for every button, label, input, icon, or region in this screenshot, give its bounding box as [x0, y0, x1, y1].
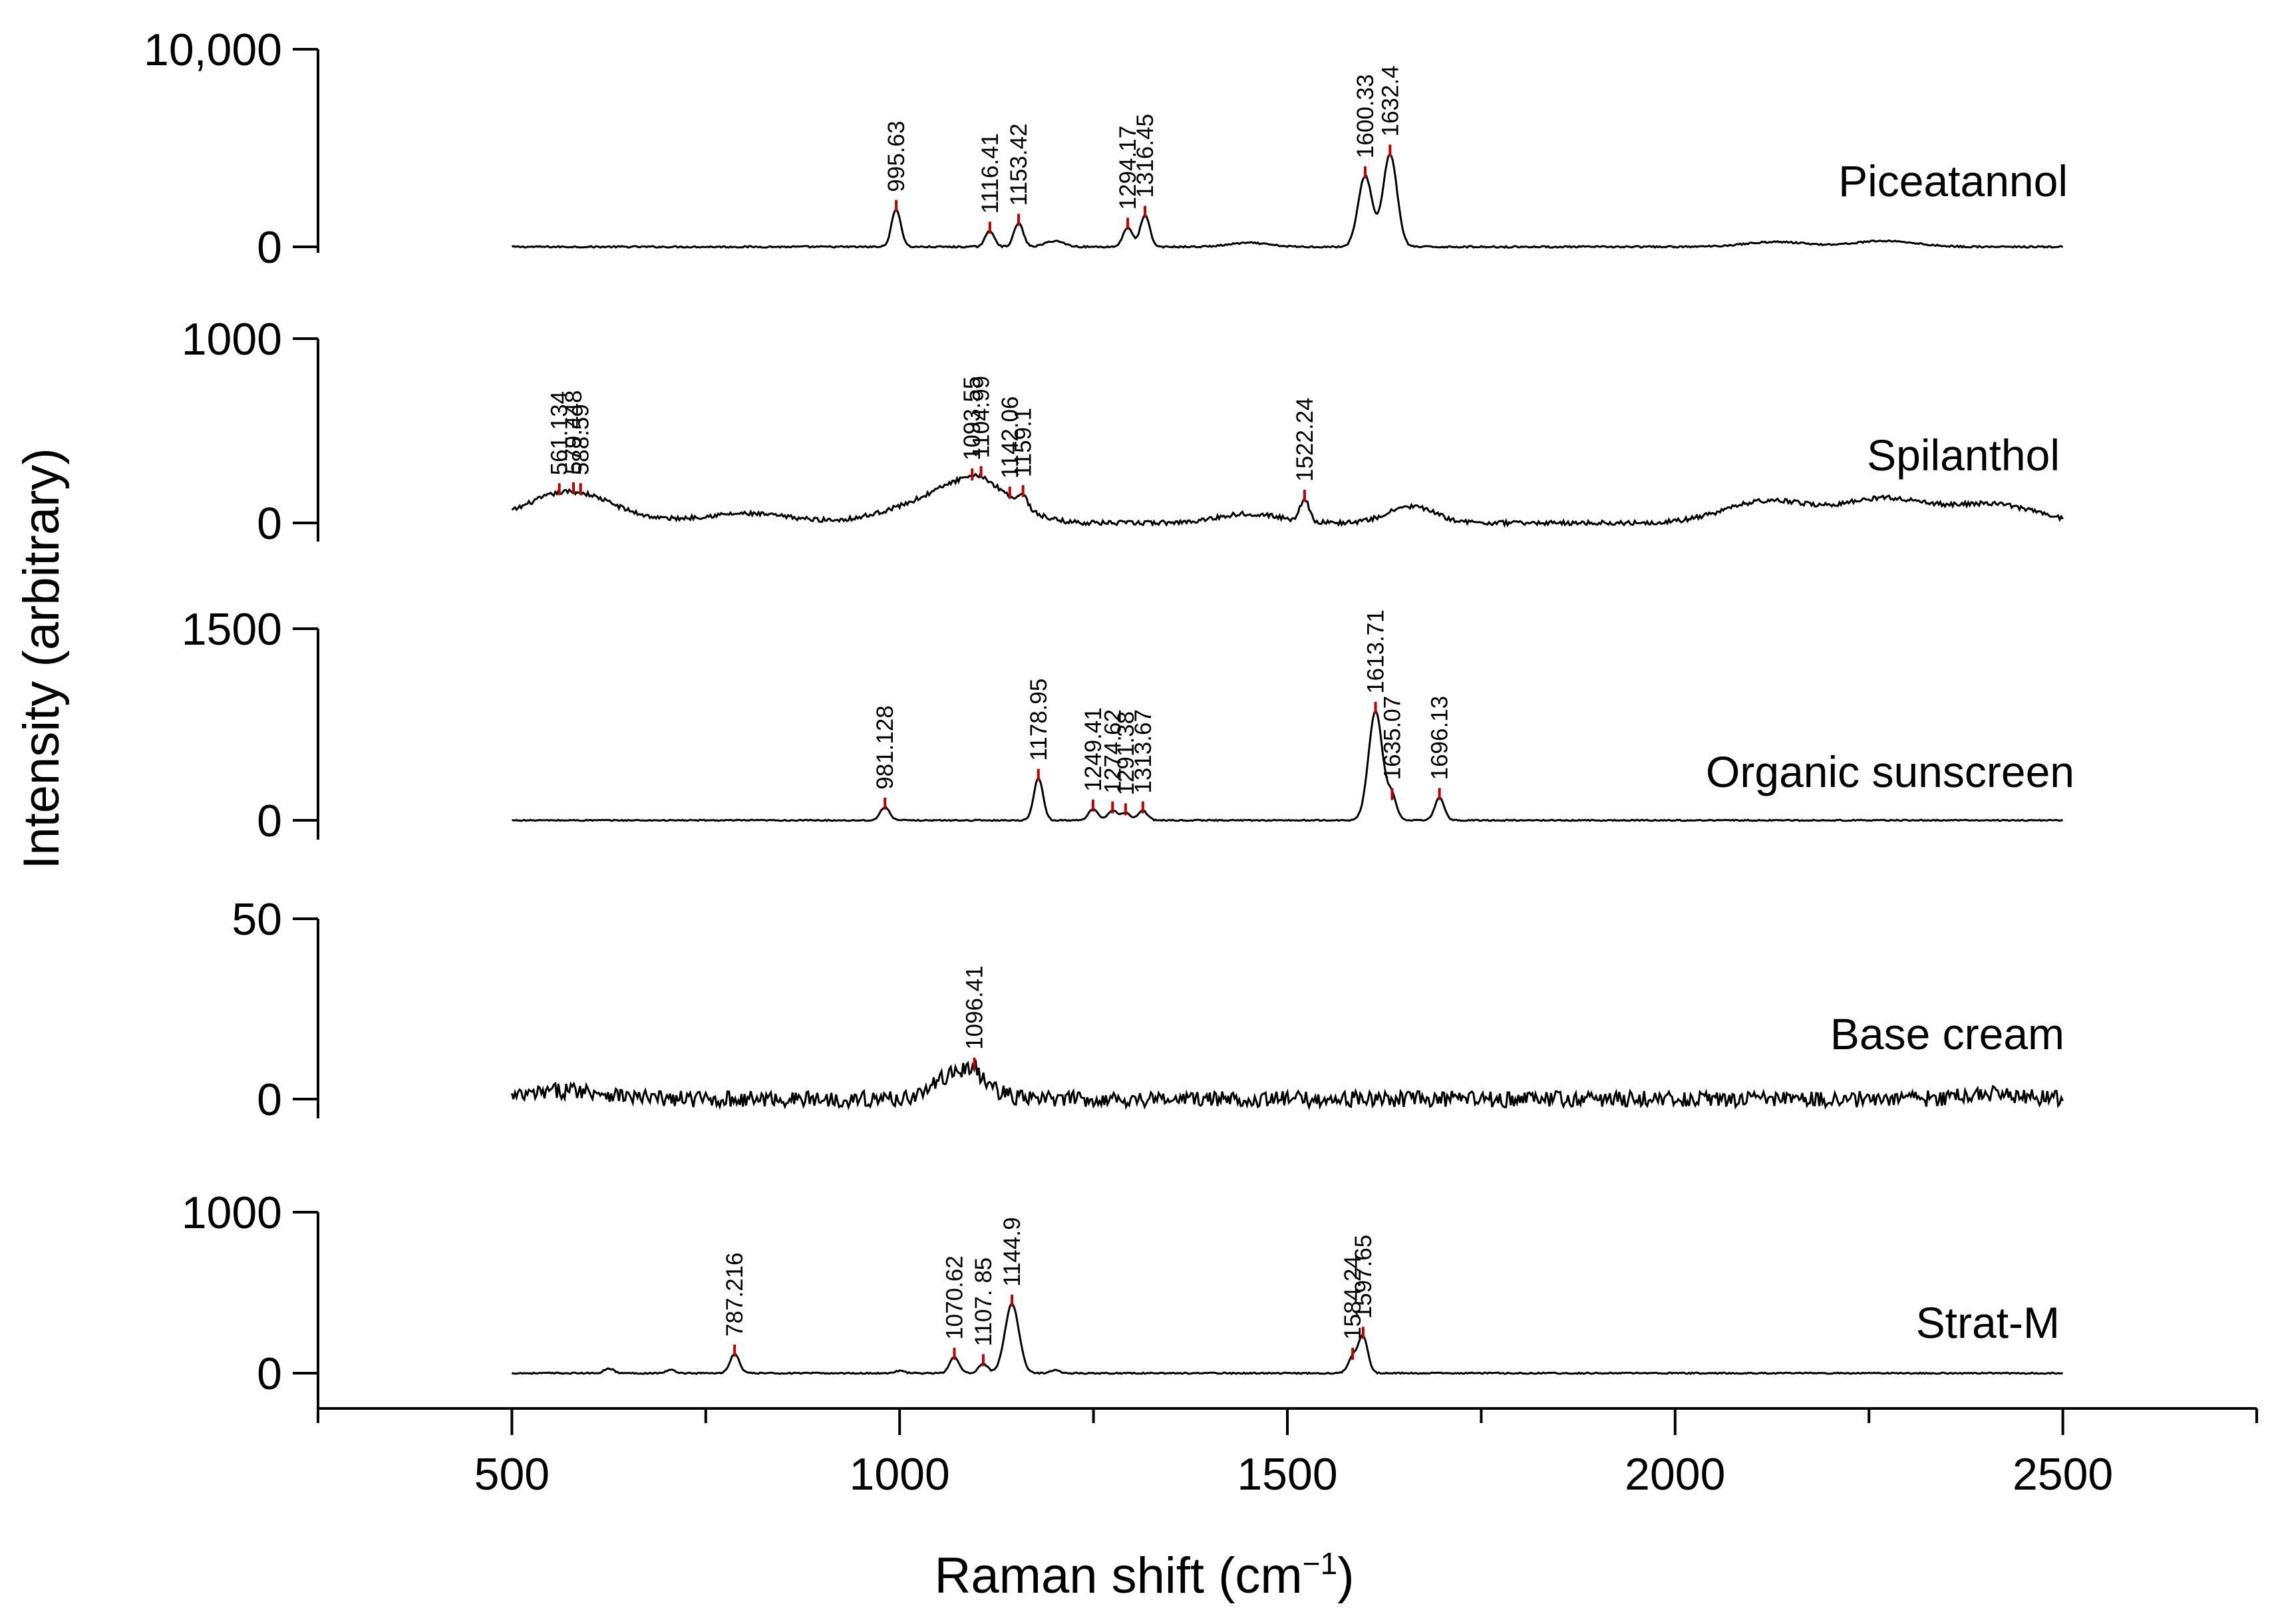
y-tick-label: 50 [232, 894, 282, 945]
peak-label: 981.128 [872, 705, 898, 790]
peak-label: 787.216 [722, 1252, 748, 1337]
peak-label: 1107. 85 [971, 1257, 997, 1347]
y-tick-label: 0 [257, 796, 282, 846]
peak-label: 1153.42 [1006, 123, 1032, 206]
panel-base-cream: 50 0 1096.41 Base cream [232, 894, 2064, 1125]
peak-label: 579.448 [561, 390, 587, 474]
series-label: Spilanthol [1867, 430, 2060, 480]
spectrum-line [512, 709, 2063, 822]
x-tick-label: 1000 [850, 1449, 950, 1500]
y-tick-label: 0 [257, 498, 282, 549]
x-tick-label: 1500 [1237, 1449, 1337, 1500]
x-axis-label-tail: ) [1337, 1547, 1354, 1604]
peak-label: 1632.4 [1377, 65, 1403, 136]
peak-label: 588.59 [568, 404, 594, 475]
peak-label: 1597.65 [1351, 1235, 1377, 1319]
series-label: Base cream [1830, 1009, 2064, 1058]
peak-label: 1116.41 [977, 133, 1003, 214]
y-tick-label: 0 [257, 1349, 282, 1399]
peak-label: 1635.07 [1379, 696, 1405, 780]
peak-label: 1313.67 [1130, 709, 1156, 794]
y-tick-label: 1000 [182, 314, 282, 365]
peak-label: 1070.62 [942, 1255, 968, 1340]
spectrum-line [511, 153, 2064, 249]
peak-label: 1142.06 [997, 397, 1023, 479]
panels-layer: 10,000 0 995.63 1116.41 1153.42 1294.171316.4… [144, 25, 2074, 1408]
y-axis-label: Intensity (arbitrary) [13, 448, 70, 870]
series-label: Organic sunscreen [1706, 747, 2074, 796]
x-tick-label: 2500 [2013, 1449, 2113, 1500]
panel-organic-sunscreen: 1500 0 981.128 1178.95 1249.411274.621291.38… [182, 604, 2074, 846]
y-tick-label: 1500 [182, 604, 282, 655]
peak-label: 561.134 [547, 391, 573, 476]
x-axis: 500 1000 1500 2000 2500 [317, 1407, 2258, 1500]
series-label: Strat-M [1916, 1298, 2060, 1347]
peak-label: 1096.41 [962, 965, 988, 1050]
peak-label: 1316.45 [1132, 114, 1158, 198]
peak-label: 1249.41 [1080, 707, 1106, 792]
peak-label: 1104.99 [969, 376, 995, 458]
y-tick-label: 10,000 [144, 25, 282, 75]
series-label: Piceatannol [1838, 156, 2068, 206]
peak-label: 1522.24 [1292, 397, 1318, 482]
x-tick-label: 500 [474, 1449, 550, 1500]
peak-label: 1291.38 [1113, 711, 1139, 796]
peak-label: 1584.24 [1340, 1255, 1366, 1340]
x-axis-label-text: Raman shift (cm [935, 1547, 1303, 1604]
peak-label: 1178.95 [1026, 679, 1052, 761]
x-axis-label-superscript: −1 [1303, 1546, 1337, 1581]
y-tick-label: 0 [257, 1074, 282, 1125]
peak-label: 1093.55 [959, 377, 985, 461]
peak-label: 1613.71 [1363, 609, 1389, 694]
x-tick-label: 2000 [1625, 1449, 1725, 1500]
x-axis-label: Raman shift (cm−1) [935, 1546, 1355, 1604]
spectrum-line [511, 1303, 2063, 1375]
peak-label: 1294.17 [1115, 126, 1141, 210]
y-tick-label: 1000 [182, 1188, 282, 1238]
peak-label: 1144.9 [999, 1217, 1025, 1286]
spectrum-line [510, 1059, 2064, 1111]
peak-label: 1600.33 [1353, 75, 1379, 159]
peak-label: 1696.13 [1427, 696, 1453, 780]
y-tick-label: 0 [257, 222, 282, 273]
peak-label: 1159.1 [1011, 408, 1037, 477]
panel-piceatannol: 10,000 0 995.63 1116.41 1153.42 1294.171316.4… [144, 25, 2068, 273]
peak-label: 995.63 [884, 121, 909, 192]
peak-label: 1274.62 [1100, 709, 1126, 794]
spectrum-line [511, 472, 2064, 528]
